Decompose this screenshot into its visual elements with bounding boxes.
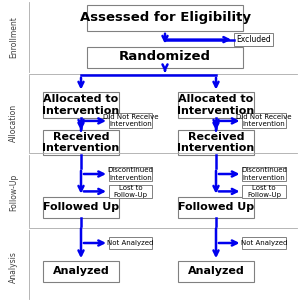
FancyBboxPatch shape — [178, 130, 254, 154]
FancyBboxPatch shape — [178, 92, 254, 118]
FancyBboxPatch shape — [43, 196, 119, 218]
FancyBboxPatch shape — [178, 196, 254, 218]
Text: Analyzed: Analyzed — [188, 266, 244, 277]
Text: Analyzed: Analyzed — [52, 266, 110, 277]
FancyBboxPatch shape — [242, 185, 286, 198]
FancyBboxPatch shape — [242, 167, 286, 181]
Text: Allocated to
Intervention: Allocated to Intervention — [42, 94, 120, 116]
FancyBboxPatch shape — [242, 113, 286, 128]
Text: Not Analyzed: Not Analyzed — [241, 240, 287, 246]
Text: Excluded: Excluded — [236, 35, 271, 44]
FancyBboxPatch shape — [43, 92, 119, 118]
Text: Allocated to
Intervention: Allocated to Intervention — [177, 94, 255, 116]
FancyBboxPatch shape — [242, 237, 286, 249]
Text: Allocation: Allocation — [9, 104, 18, 142]
FancyBboxPatch shape — [178, 261, 254, 282]
Text: Followed Up: Followed Up — [178, 202, 254, 212]
FancyBboxPatch shape — [109, 113, 152, 128]
Text: Discontinued
Intervention: Discontinued Intervention — [241, 167, 287, 181]
FancyBboxPatch shape — [87, 46, 243, 68]
FancyBboxPatch shape — [109, 167, 152, 181]
Text: Lost to
Follow-Up: Lost to Follow-Up — [113, 185, 148, 198]
Text: Randomized: Randomized — [119, 50, 211, 64]
Text: Assessed for Eligibility: Assessed for Eligibility — [80, 11, 250, 25]
FancyBboxPatch shape — [87, 5, 243, 31]
FancyBboxPatch shape — [43, 130, 119, 154]
FancyBboxPatch shape — [234, 33, 273, 46]
Text: Enrollment: Enrollment — [9, 16, 18, 59]
Text: Did Not Receive
Intervention: Did Not Receive Intervention — [103, 114, 158, 128]
Text: Did Not Receive
Intervention: Did Not Receive Intervention — [236, 114, 292, 128]
Text: Not Analyzed: Not Analyzed — [107, 240, 154, 246]
FancyBboxPatch shape — [109, 237, 152, 249]
Text: Analysis: Analysis — [9, 251, 18, 283]
FancyBboxPatch shape — [43, 261, 119, 282]
Text: Received
Intervention: Received Intervention — [42, 132, 120, 153]
Text: Discontinued
Intervention: Discontinued Intervention — [108, 167, 153, 181]
FancyBboxPatch shape — [109, 185, 152, 198]
Text: Received
Intervention: Received Intervention — [177, 132, 255, 153]
Text: Follow-Up: Follow-Up — [9, 173, 18, 211]
Text: Followed Up: Followed Up — [43, 202, 119, 212]
Text: Lost to
Follow-Up: Lost to Follow-Up — [247, 185, 281, 198]
